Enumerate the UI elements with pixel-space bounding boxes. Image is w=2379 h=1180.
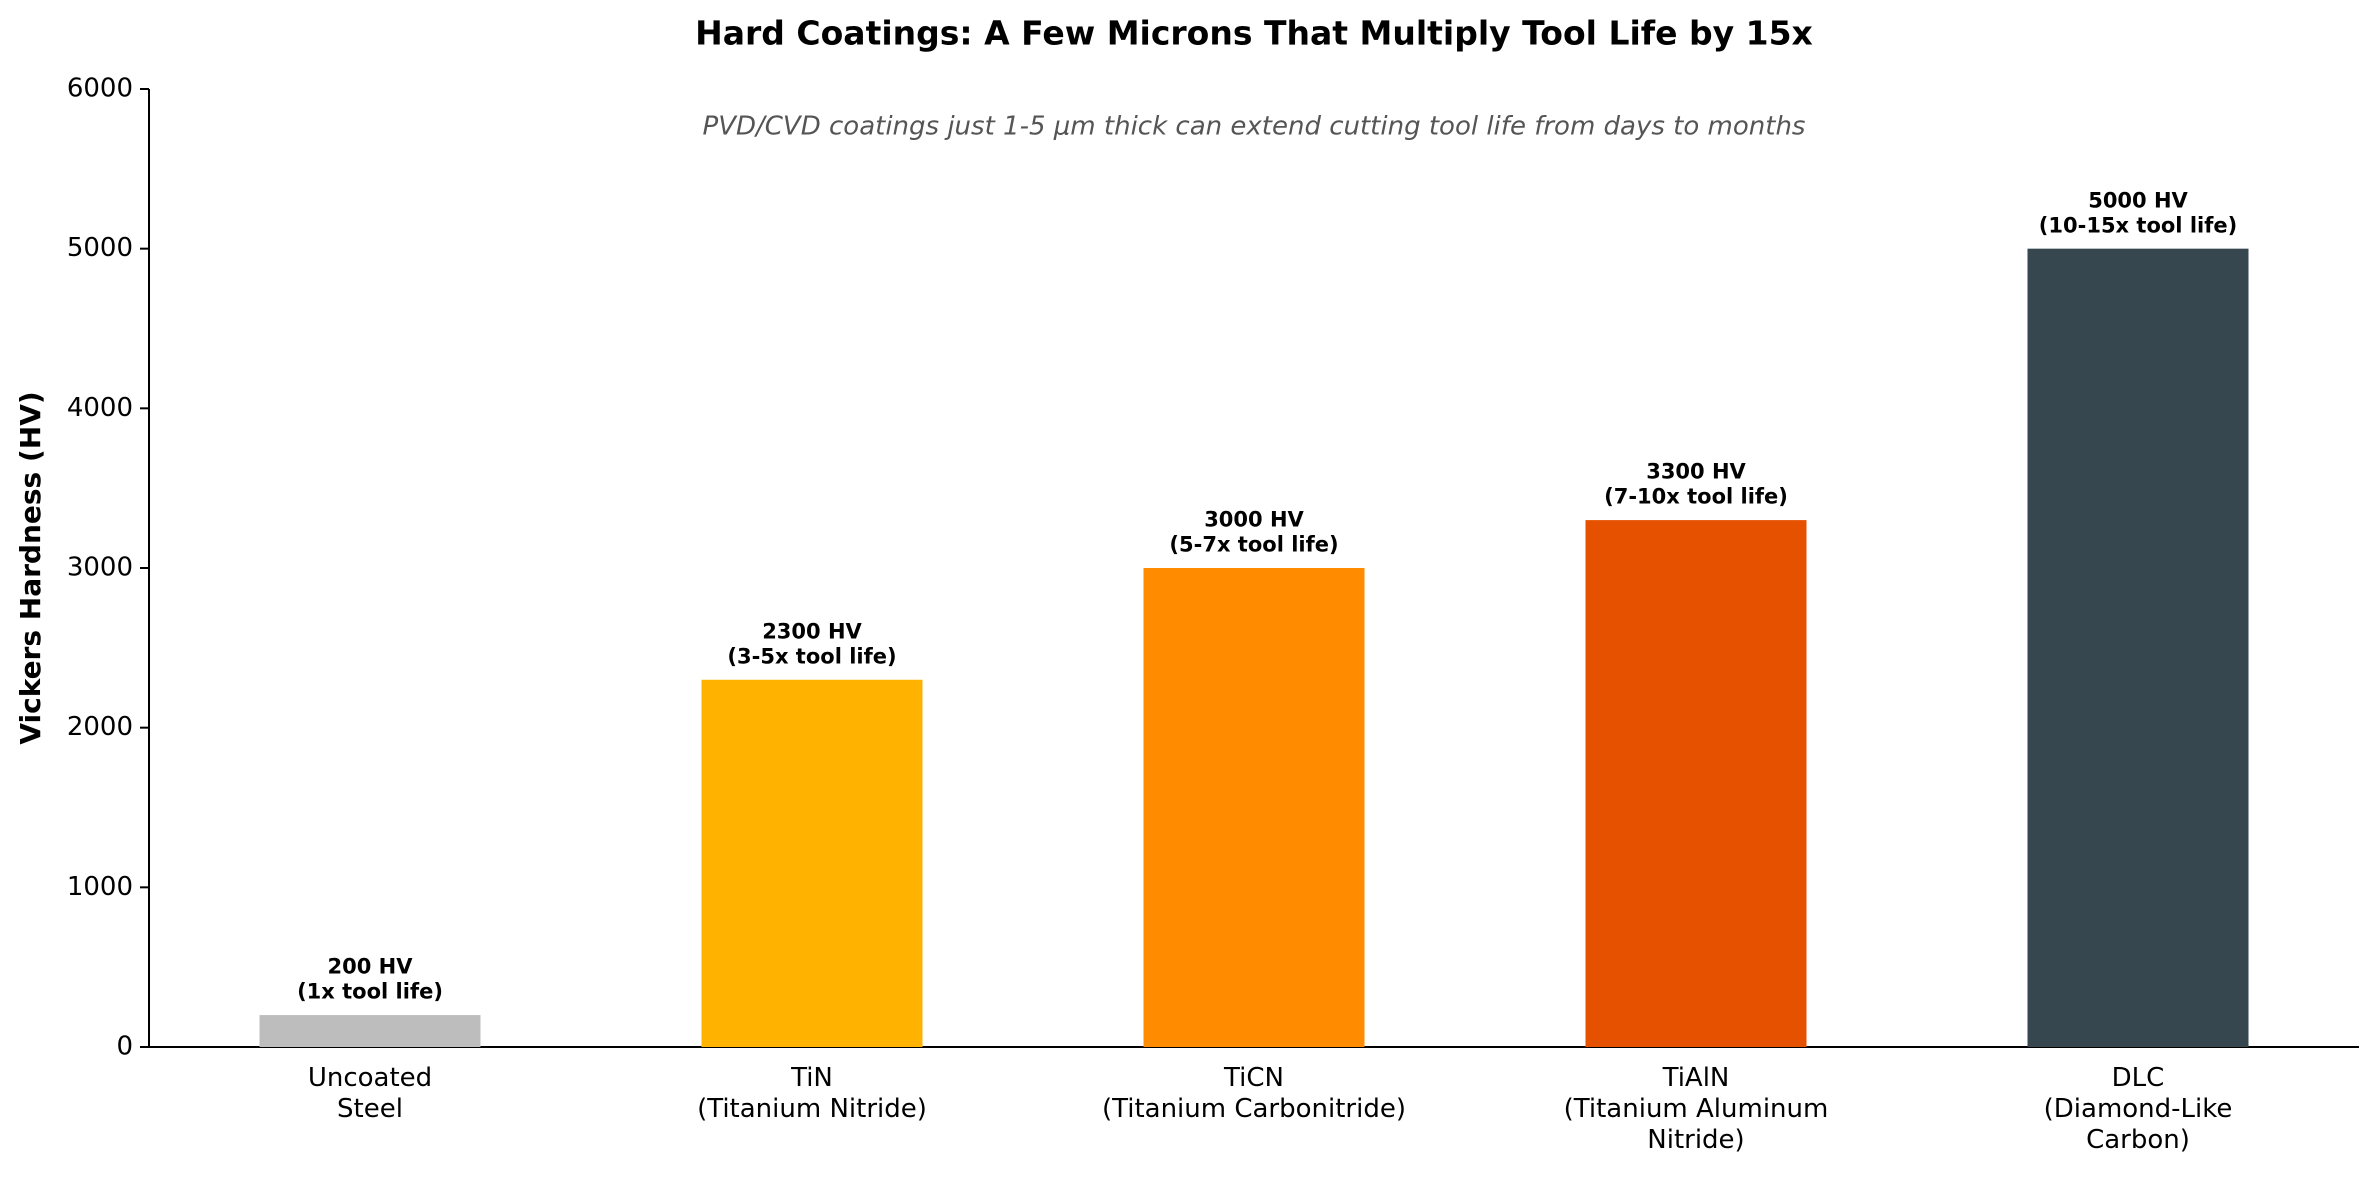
y-tick-label: 0 bbox=[116, 1032, 133, 1062]
y-axis-label: Vickers Hardness (HV) bbox=[14, 391, 47, 744]
x-tick-label: DLC (Diamond-Like Carbon) bbox=[2043, 1063, 2233, 1156]
bar bbox=[259, 1015, 481, 1047]
value-label: 3300 HV (7-10x tool life) bbox=[1604, 459, 1788, 509]
bar bbox=[1143, 568, 1365, 1047]
x-tick-label: TiAlN (Titanium Aluminum Nitride) bbox=[1563, 1063, 1829, 1156]
chart-subtitle: PVD/CVD coatings just 1-5 μm thick can e… bbox=[703, 112, 1806, 142]
y-tick-label: 3000 bbox=[67, 553, 133, 583]
chart-title: Hard Coatings: A Few Microns That Multip… bbox=[695, 14, 1813, 53]
y-tick-label: 4000 bbox=[67, 393, 133, 423]
bar bbox=[2027, 248, 2249, 1047]
x-tick-label: Uncoated Steel bbox=[307, 1063, 433, 1125]
y-tick-label: 5000 bbox=[67, 233, 133, 263]
y-tick-label: 1000 bbox=[67, 872, 133, 902]
x-tick-label: TiCN (Titanium Carbonitride) bbox=[1102, 1063, 1406, 1125]
y-tick-label: 2000 bbox=[67, 712, 133, 742]
bar bbox=[1585, 520, 1807, 1047]
x-tick-label: TiN (Titanium Nitride) bbox=[697, 1063, 927, 1125]
value-label: 5000 HV (10-15x tool life) bbox=[2038, 188, 2238, 238]
y-tick-label: 6000 bbox=[67, 74, 133, 104]
bar bbox=[701, 679, 923, 1047]
value-label: 200 HV (1x tool life) bbox=[297, 954, 443, 1004]
value-label: 2300 HV (3-5x tool life) bbox=[727, 619, 897, 669]
value-label: 3000 HV (5-7x tool life) bbox=[1169, 507, 1339, 557]
